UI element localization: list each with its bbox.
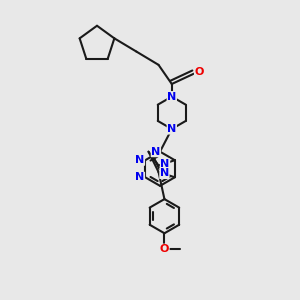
- Text: O: O: [160, 244, 169, 254]
- Text: N: N: [167, 124, 176, 134]
- Text: N: N: [160, 159, 170, 169]
- Text: N: N: [160, 169, 169, 178]
- Text: N: N: [151, 147, 160, 157]
- Text: N: N: [167, 92, 176, 102]
- Text: O: O: [194, 67, 204, 77]
- Text: N: N: [135, 155, 145, 165]
- Text: N: N: [135, 172, 145, 182]
